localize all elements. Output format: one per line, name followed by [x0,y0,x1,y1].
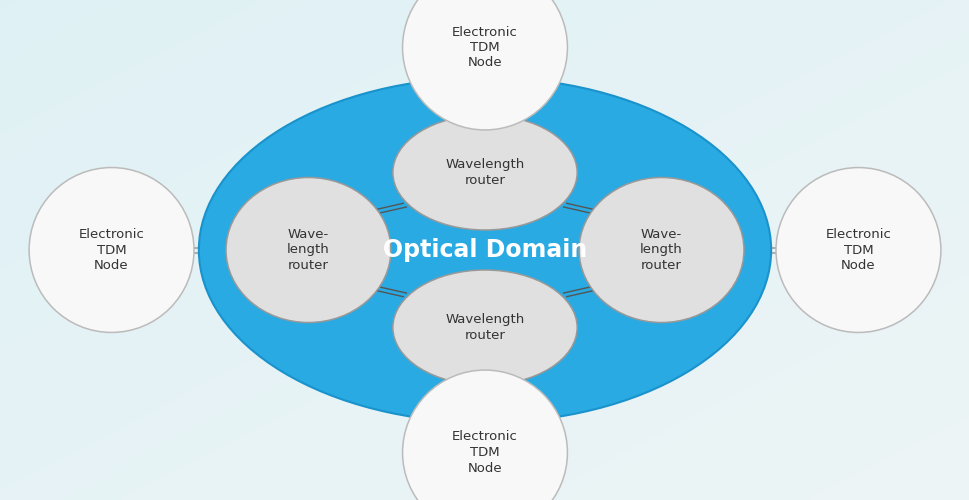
Text: Electronic
TDM
Node: Electronic TDM Node [452,430,517,474]
Text: Electronic
TDM
Node: Electronic TDM Node [78,228,144,272]
Text: Wavelength
router: Wavelength router [445,313,524,342]
Ellipse shape [775,168,940,332]
Text: Wave-
length
router: Wave- length router [287,228,329,272]
Ellipse shape [402,370,567,500]
Text: Electronic
TDM
Node: Electronic TDM Node [452,26,517,70]
Ellipse shape [392,270,577,385]
Ellipse shape [392,115,577,230]
Ellipse shape [199,78,770,422]
Ellipse shape [578,178,743,322]
Ellipse shape [29,168,194,332]
Text: Electronic
TDM
Node: Electronic TDM Node [825,228,891,272]
Ellipse shape [402,0,567,130]
Ellipse shape [226,178,391,322]
Text: Wavelength
router: Wavelength router [445,158,524,186]
Text: Optical Domain: Optical Domain [383,238,586,262]
Text: Wave-
length
router: Wave- length router [640,228,682,272]
